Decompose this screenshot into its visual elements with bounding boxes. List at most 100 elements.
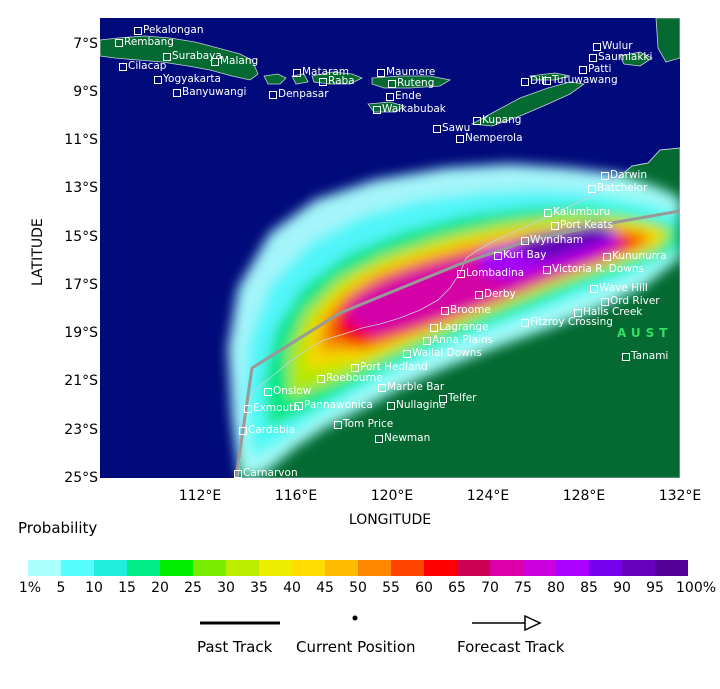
town-marker-icon: [579, 66, 587, 74]
legend-tick-label: 15: [118, 580, 136, 596]
town-label: Batchelor: [597, 182, 648, 194]
java-island: [100, 35, 259, 81]
lat-tick: 17°S: [64, 277, 98, 293]
lon-tick: 120°E: [370, 488, 414, 504]
town-label: Banyuwangi: [182, 86, 247, 98]
colorbar-segment: [94, 560, 128, 576]
colorbar-segment: [391, 560, 425, 576]
y-axis-label: LATITUDE: [30, 218, 46, 286]
wetar-island: [529, 72, 571, 81]
town-marker-icon: [423, 337, 431, 345]
legend-tick-label: 60: [415, 580, 433, 596]
town-marker-icon: [119, 63, 127, 71]
lat-tick: 13°S: [64, 180, 98, 196]
lat-tick: 15°S: [64, 229, 98, 245]
lat-tick: 23°S: [64, 422, 98, 438]
town-label: Marble Bar: [387, 381, 445, 393]
town-marker-icon: [473, 117, 481, 125]
town-label: Malang: [220, 55, 259, 67]
town-label: Exmouth: [253, 402, 300, 414]
town-marker-icon: [543, 266, 551, 274]
forecast-arrow-icon: [524, 614, 542, 632]
town-label: Maumere: [386, 66, 436, 78]
legend-tick-label: 50: [349, 580, 367, 596]
lon-tick: 116°E: [274, 488, 318, 504]
colorbar-segment: [424, 560, 458, 576]
town-label: Ende: [395, 90, 422, 102]
town-label: Derby: [484, 288, 516, 300]
town-marker-icon: [173, 89, 181, 97]
town-label: Kupang: [482, 114, 522, 126]
town-marker-icon: [375, 435, 383, 443]
town-label: Pannawonica: [304, 399, 373, 411]
town-label: Raba: [328, 75, 355, 87]
town-marker-icon: [319, 78, 327, 86]
legend-tick-label: 80: [547, 580, 565, 596]
colorbar-segment: [325, 560, 359, 576]
town-label: Lagrange: [439, 321, 489, 333]
town-marker-icon: [269, 91, 277, 99]
town-marker-icon: [264, 388, 272, 396]
town-marker-icon: [439, 395, 447, 403]
forecast-track-label: Forecast Track: [457, 638, 565, 656]
flores-island: [371, 75, 452, 89]
town-label: Kalumburu: [553, 206, 611, 218]
town-marker-icon: [334, 421, 342, 429]
colorbar-segment: [655, 560, 688, 576]
tanimbar-island: [619, 51, 653, 67]
lon-tick: 124°E: [466, 488, 510, 504]
town-marker-icon: [494, 252, 502, 260]
town-marker-icon: [622, 353, 630, 361]
town-label: Saumlakki: [598, 51, 653, 63]
town-marker-icon: [543, 77, 551, 85]
town-marker-icon: [234, 470, 242, 478]
town-label: Mataram: [302, 66, 350, 78]
town-marker-icon: [593, 43, 601, 51]
town-marker-icon: [163, 53, 171, 61]
legend-tick-label: 40: [283, 580, 301, 596]
town-label: Anna Plains: [432, 334, 493, 346]
probability-swath: [228, 164, 680, 478]
town-marker-icon: [603, 253, 611, 261]
timor-island: [470, 81, 586, 127]
town-label: Nullagine: [396, 399, 446, 411]
colorbar-segment: [589, 560, 623, 576]
town-marker-icon: [551, 222, 559, 230]
town-label: Roebourne: [326, 372, 383, 384]
town-label: Kuri Bay: [503, 249, 547, 261]
legend-tick-label: 10: [85, 580, 103, 596]
town-marker-icon: [601, 298, 609, 306]
colorbar-segment: [259, 560, 293, 576]
lon-tick: 128°E: [562, 488, 606, 504]
town-marker-icon: [588, 185, 596, 193]
town-label: Ruteng: [397, 77, 435, 89]
lat-tick: 7°S: [73, 36, 98, 52]
town-label: Wallal Downs: [412, 347, 482, 359]
town-label: Nemperola: [465, 132, 523, 144]
region-label: AUST: [617, 326, 673, 340]
town-label: Telfer: [448, 392, 477, 404]
colorbar-segment: [292, 560, 326, 576]
town-label: Sawu: [442, 122, 471, 134]
town-label: Rembang: [124, 36, 174, 48]
town-marker-icon: [211, 58, 219, 66]
colorbar-segment: [622, 560, 656, 576]
town-label: Patti: [588, 63, 612, 75]
town-label: Port Keats: [560, 219, 613, 231]
colorbar-segment: [490, 560, 524, 576]
legend-tick-label: 90: [613, 580, 631, 596]
past-track-label: Past Track: [197, 638, 273, 656]
colorbar-segment: [226, 560, 260, 576]
legend-tick-label: 20: [151, 580, 169, 596]
town-label: Wave Hill: [599, 282, 648, 294]
town-label: Wulur: [602, 40, 633, 52]
colorbar-segment: [556, 560, 590, 576]
current-position-label: Current Position: [296, 638, 416, 656]
town-marker-icon: [475, 291, 483, 299]
town-label: Cardabia: [248, 424, 296, 436]
probability-map: [100, 18, 680, 478]
town-marker-icon: [441, 307, 449, 315]
town-label: Onslow: [273, 385, 312, 397]
sumbawa-island: [311, 71, 363, 85]
town-marker-icon: [154, 76, 162, 84]
